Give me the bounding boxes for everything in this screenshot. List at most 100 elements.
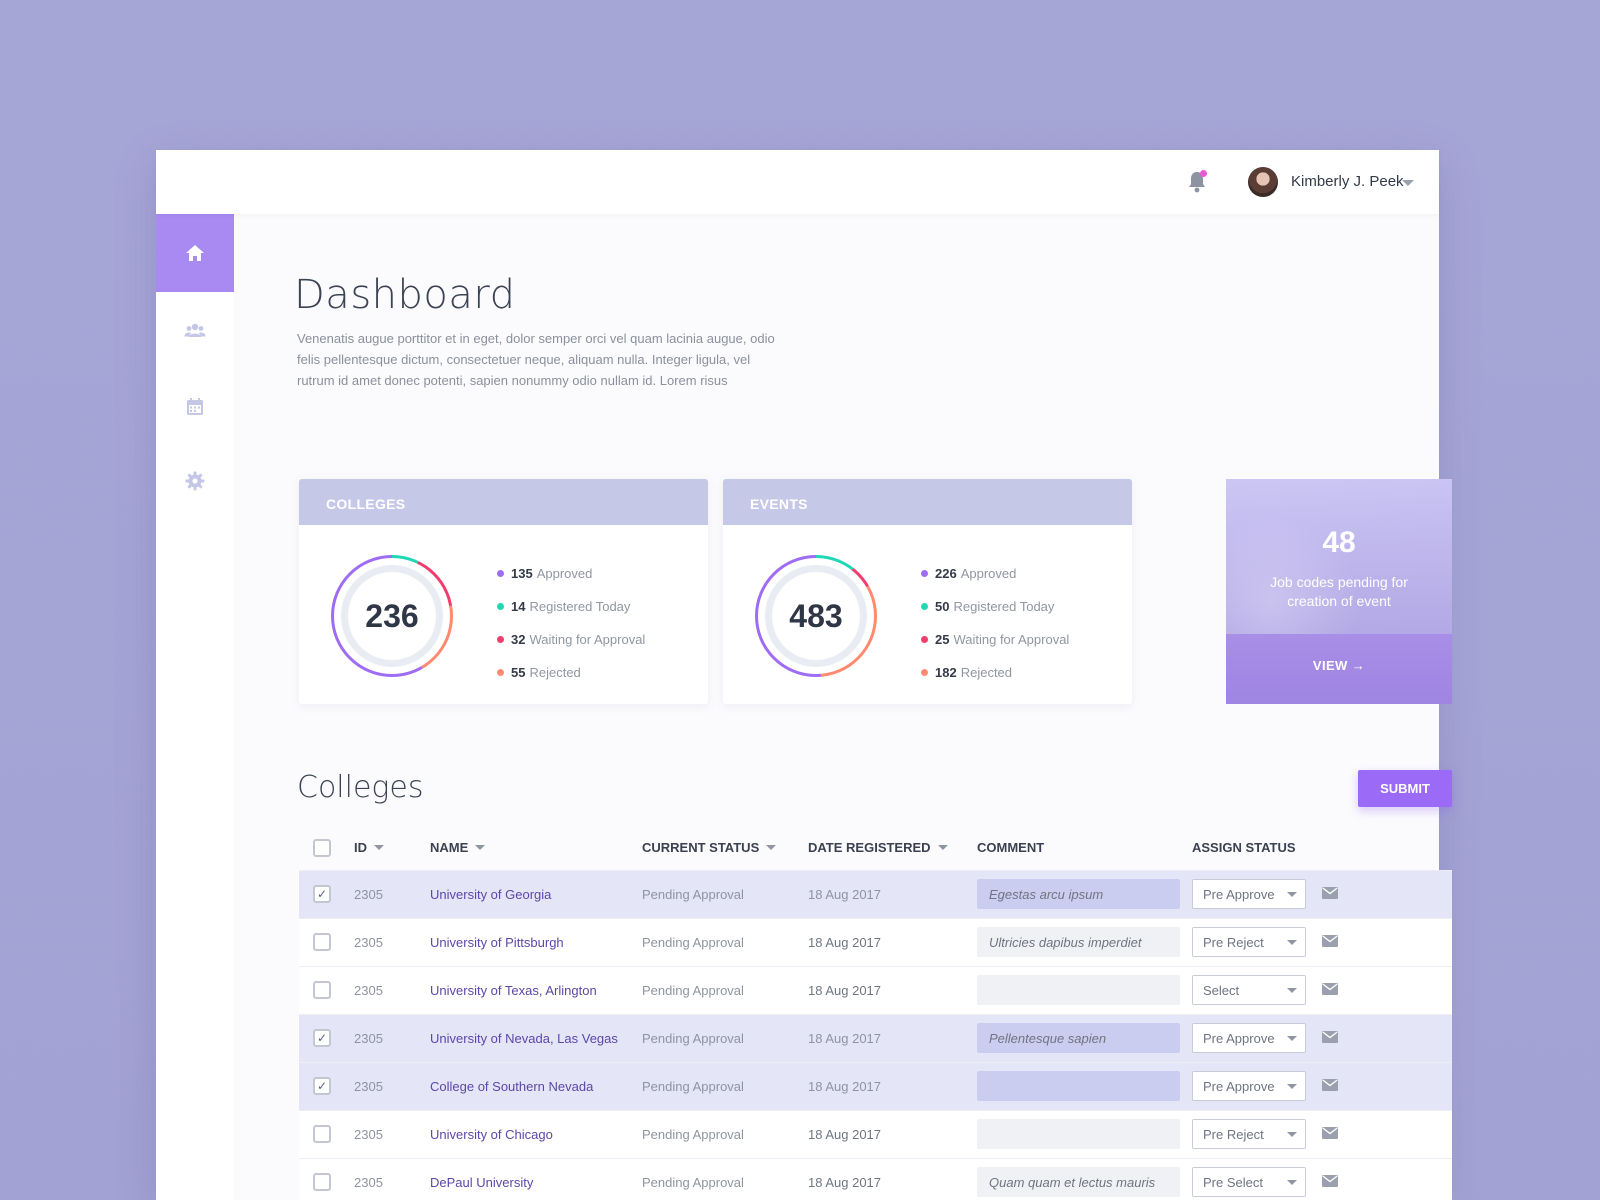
date-registered: 18 Aug 2017 xyxy=(808,1031,882,1046)
table-row[interactable]: 2305 University of Chicago Pending Approva… xyxy=(299,1110,1452,1158)
column-label: DATE REGISTERED xyxy=(808,840,931,855)
table-row[interactable]: ✓ 2305 University of Georgia Pending Approv… xyxy=(299,870,1452,918)
status-dot xyxy=(921,669,928,676)
events-donut: 483 xyxy=(755,555,877,677)
table-row[interactable]: 2305 DePaul University Pending Approval 18 … xyxy=(299,1158,1452,1200)
chevron-down-icon xyxy=(1287,988,1297,993)
status-dot xyxy=(921,603,928,610)
table-row[interactable]: 2305 University of Pittsburgh Pending Appr… xyxy=(299,918,1452,966)
legend-value: 14 xyxy=(511,599,526,614)
row-checkbox[interactable]: ✓ xyxy=(313,885,331,903)
college-id: 2305 xyxy=(354,1127,383,1142)
view-button[interactable]: VIEW → xyxy=(1312,658,1366,673)
mail-icon[interactable] xyxy=(1322,1079,1338,1091)
college-name-link[interactable]: University of Chicago xyxy=(430,1127,553,1142)
legend-label: Rejected xyxy=(529,665,581,680)
assign-status-select[interactable]: Pre Reject xyxy=(1192,927,1306,957)
avatar[interactable] xyxy=(1248,167,1278,197)
legend-label: Registered Today xyxy=(953,599,1055,614)
date-registered: 18 Aug 2017 xyxy=(808,1079,882,1094)
page-description: Venenatis augue porttitor et in eget, do… xyxy=(297,331,775,388)
row-checkbox[interactable] xyxy=(313,1125,331,1143)
mail-icon[interactable] xyxy=(1322,1031,1338,1043)
table-row[interactable]: ✓ 2305 College of Southern Nevada Pending A… xyxy=(299,1062,1452,1110)
college-name-link[interactable]: University of Nevada, Las Vegas xyxy=(430,1031,618,1046)
sidebar-item-settings[interactable] xyxy=(156,442,234,520)
sort-caret-icon xyxy=(475,845,486,850)
mail-icon[interactable] xyxy=(1322,935,1338,947)
assign-status-select[interactable]: Pre Approve xyxy=(1192,1071,1306,1101)
college-name-link[interactable]: University of Pittsburgh xyxy=(430,935,564,950)
users-icon xyxy=(184,323,206,337)
column-label: ID xyxy=(354,840,367,855)
events-card-title: EVENTS xyxy=(723,479,1132,525)
mail-icon[interactable] xyxy=(1322,1175,1338,1187)
page-title: Dashboard xyxy=(294,272,516,318)
row-checkbox[interactable] xyxy=(313,1173,331,1191)
assign-status-select[interactable]: Pre Approve xyxy=(1192,1023,1306,1053)
assign-status-select[interactable]: Pre Reject xyxy=(1192,1119,1306,1149)
mail-icon[interactable] xyxy=(1322,983,1338,995)
status-dot xyxy=(921,636,928,643)
comment-field[interactable] xyxy=(977,975,1180,1005)
status-dot xyxy=(497,636,504,643)
legend-label: Rejected xyxy=(960,665,1013,680)
comment-field[interactable]: Ultricies dapibus imperdiet xyxy=(977,927,1180,957)
college-name-link[interactable]: University of Texas, Arlington xyxy=(430,983,597,998)
legend-item-waiting: 25 Waiting for Approval xyxy=(921,623,1069,656)
table-row[interactable]: 2305 University of Texas, Arlington Pendin… xyxy=(299,966,1452,1014)
calendar-icon xyxy=(187,398,203,415)
legend-value: 32 xyxy=(511,632,526,647)
legend-label: Approved xyxy=(536,566,593,581)
legend-label: Approved xyxy=(960,566,1017,581)
comment-field[interactable] xyxy=(977,1071,1180,1101)
comment-field[interactable] xyxy=(977,1119,1180,1149)
assign-status-select[interactable]: Select xyxy=(1192,975,1306,1005)
college-id: 2305 xyxy=(354,887,383,902)
row-checkbox[interactable] xyxy=(313,981,331,999)
column-header-id[interactable]: ID xyxy=(354,840,384,855)
comment-field[interactable]: Pellentesque sapien xyxy=(977,1023,1180,1053)
college-name-link[interactable]: College of Southern Nevada xyxy=(430,1079,594,1094)
submit-button[interactable]: SUBMIT xyxy=(1358,770,1452,807)
legend-item-registered-today: 14 Registered Today xyxy=(497,590,645,623)
view-button-area[interactable] xyxy=(1226,634,1452,704)
comment-field[interactable]: Quam quam et lectus mauris xyxy=(977,1167,1180,1197)
current-status: Pending Approval xyxy=(642,1031,744,1046)
sidebar-item-home[interactable] xyxy=(156,214,234,292)
caret-down-icon[interactable] xyxy=(1402,180,1414,186)
assign-status-value: Select xyxy=(1203,983,1240,998)
column-header-name[interactable]: NAME xyxy=(430,840,486,855)
bell-icon[interactable] xyxy=(1186,170,1208,194)
select-all-checkbox[interactable] xyxy=(313,839,331,857)
sidebar-item-users[interactable] xyxy=(156,292,234,370)
legend-value: 182 xyxy=(935,665,957,680)
comment-field[interactable]: Egestas arcu ipsum xyxy=(977,879,1180,909)
status-dot xyxy=(921,570,928,577)
assign-status-select[interactable]: Pre Select xyxy=(1192,1167,1306,1197)
column-header-status[interactable]: CURRENT STATUS xyxy=(642,840,777,855)
user-name[interactable]: Kimberly J. Peek xyxy=(1291,173,1404,190)
row-checkbox[interactable]: ✓ xyxy=(313,1077,331,1095)
row-checkbox[interactable] xyxy=(313,933,331,951)
assign-status-value: Pre Reject xyxy=(1203,1127,1264,1142)
mail-icon[interactable] xyxy=(1322,887,1338,899)
colleges-card-title: COLLEGES xyxy=(299,479,708,525)
table-row[interactable]: ✓ 2305 University of Nevada, Las Vegas Pend… xyxy=(299,1014,1452,1062)
job-codes-count: 48 xyxy=(1322,526,1356,559)
colleges-legend: 135 Approved 14 Registered Today 32 Wait… xyxy=(497,557,645,689)
college-name-link[interactable]: University of Georgia xyxy=(430,887,552,902)
date-registered: 18 Aug 2017 xyxy=(808,887,882,902)
college-id: 2305 xyxy=(354,1031,383,1046)
legend-value: 226 xyxy=(935,566,957,581)
assign-status-select[interactable]: Pre Approve xyxy=(1192,879,1306,909)
column-header-date[interactable]: DATE REGISTERED xyxy=(808,840,948,855)
sidebar-item-calendar[interactable] xyxy=(156,368,234,446)
legend-value: 25 xyxy=(935,632,950,647)
college-name-link[interactable]: DePaul University xyxy=(430,1175,534,1190)
mail-icon[interactable] xyxy=(1322,1127,1338,1139)
column-label: COMMENT xyxy=(977,840,1045,855)
column-header-assign-status: ASSIGN STATUS xyxy=(1192,840,1296,855)
colleges-table: ID NAME CURRENT STATUS DATE REGISTERED C… xyxy=(299,824,1452,1200)
row-checkbox[interactable]: ✓ xyxy=(313,1029,331,1047)
